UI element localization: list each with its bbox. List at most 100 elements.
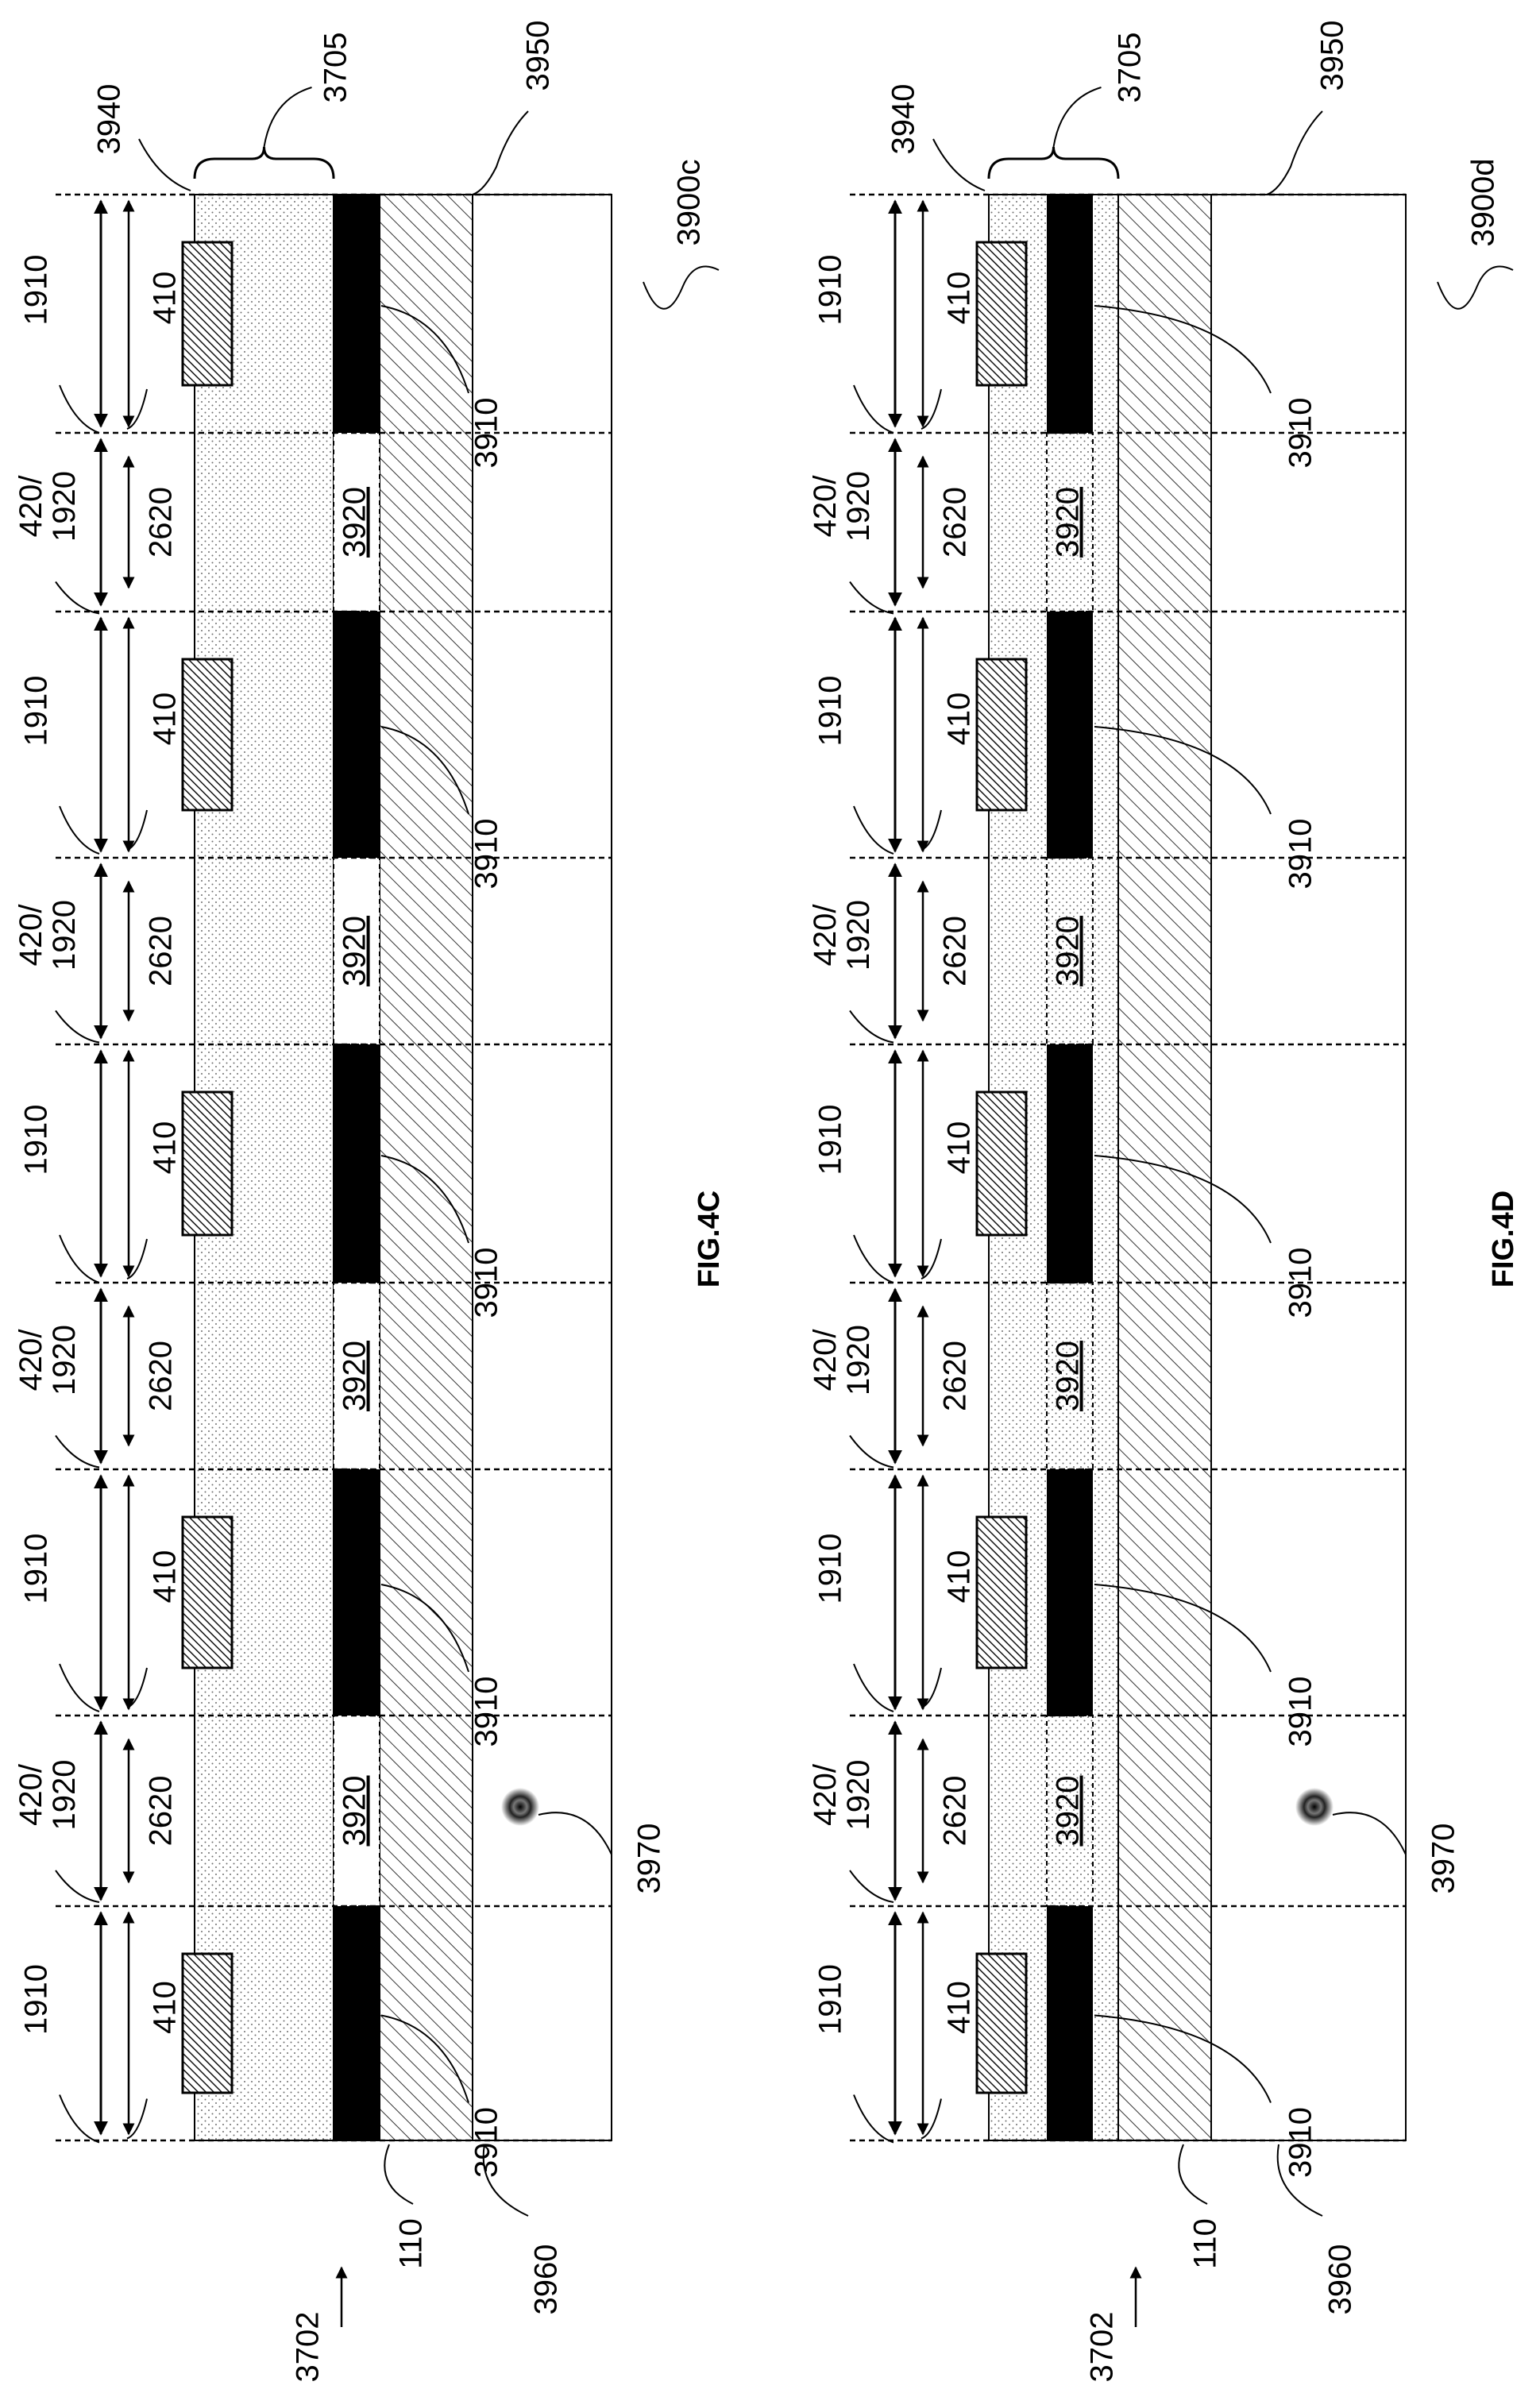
label-2620: 2620 [938,916,973,986]
label-1910: 1910 [19,255,54,326]
leader-1910 [59,1663,100,1712]
leader-3910 [1094,305,1272,394]
leader-3910 [1094,726,1272,815]
pixel-block-410 [975,1090,1028,1237]
leader-3705 [263,87,312,148]
leader-410 [126,2098,148,2140]
label-3960: 3960 [1323,2244,1358,2315]
label-420-1920: 420/1920 [808,1325,876,1395]
leader-1910 [853,1234,894,1283]
label-110: 110 [394,2218,429,2269]
label-2620: 2620 [938,1341,973,1411]
leader-3950 [1266,110,1323,195]
leader-3910 [1094,1155,1272,1244]
leader-device [643,265,720,310]
leader-1910 [853,2094,894,2144]
electrode-3910 [334,612,380,858]
label-3920: 3920 [338,1776,372,1847]
hatched-layer [379,194,473,2141]
electrode-3910 [1047,1469,1093,1716]
label-410: 410 [148,272,183,325]
gap-3920 [333,1282,380,1470]
pixel-block-410 [975,1515,1028,1669]
label-3920: 3920 [1051,1341,1086,1411]
brace-3705 [193,146,335,179]
label-420-1920: 420/1920 [14,1325,82,1395]
pixel-block-410 [181,241,234,387]
label-3920: 3920 [1051,487,1086,558]
pixel-block-410 [975,658,1028,812]
label-1910: 1910 [19,1105,54,1175]
substrate-layer [472,194,612,2141]
leader-1910 [853,384,894,434]
label-420-1920: 420/1920 [808,1760,876,1831]
label-3910: 3910 [469,2107,504,2178]
label-3920: 3920 [338,1341,372,1411]
label-1910: 1910 [813,1534,848,1604]
electrode-3910 [334,1906,380,2140]
label-420-1920: 420/1920 [14,471,82,542]
label-420-1920: 420/1920 [808,471,876,542]
label-2620: 2620 [938,1776,973,1847]
label-410: 410 [148,1121,183,1175]
gap-3920 [333,1715,380,1907]
label-420-1920: 420/1920 [808,900,876,971]
leader-1920 [849,581,894,615]
label-1910: 1910 [813,255,848,326]
leader-1910 [59,2094,100,2144]
label-3910: 3910 [1283,398,1318,469]
leader-110 [1178,2144,1208,2205]
label-3960: 3960 [529,2244,564,2315]
label-410: 410 [148,693,183,746]
label-1910: 1910 [19,1534,54,1604]
gap-3920 [1046,1715,1094,1907]
leader-3940 [932,138,986,191]
leader-410 [921,2098,942,2140]
leader-3950 [472,110,529,195]
label-2620: 2620 [938,487,973,558]
label-3910: 3910 [1283,819,1318,890]
label-2620: 2620 [144,487,179,558]
label-1910: 1910 [813,1964,848,2035]
label-1910: 1910 [813,676,848,747]
leader-1910 [59,384,100,434]
leader-410 [126,1238,148,1279]
leader-1920 [55,1434,100,1469]
particle-3970 [1295,1788,1334,1826]
label-3970: 3970 [1426,1824,1461,1894]
label-110: 110 [1188,2218,1223,2269]
label-3940: 3940 [886,84,921,155]
leader-3940 [138,138,191,191]
label-3920: 3920 [1051,916,1086,986]
leader-1920 [849,1009,894,1044]
label-410: 410 [148,1981,183,2034]
pixel-block-410 [181,1952,234,2094]
label-3910: 3910 [1283,1248,1318,1318]
leader-410 [126,1667,148,1708]
leader-3910 [380,305,469,394]
leader-device [1437,265,1514,310]
leader-1910 [59,805,100,855]
leader-1920 [849,1870,894,1903]
label-410: 410 [942,1550,977,1604]
label-3910: 3910 [469,1677,504,1747]
substrate-layer [1210,194,1407,2141]
leader-110 [384,2144,414,2205]
label-410: 410 [148,1550,183,1604]
leader-410 [921,1667,942,1708]
brace-3705 [987,146,1120,179]
label-3910: 3910 [469,398,504,469]
leader-3910 [380,726,469,815]
label-420-1920: 420/1920 [14,1760,82,1831]
label-410: 410 [942,1121,977,1175]
label-3940: 3940 [92,84,127,155]
leader-410 [921,809,942,851]
label-3910: 3910 [1283,2107,1318,2178]
leader-3910 [380,1584,469,1673]
leader-1920 [55,1009,100,1044]
leader-1910 [853,805,894,855]
figure-caption: FIG.4D [1487,1191,1520,1287]
electrode-3910 [1047,612,1093,858]
leader-410 [921,1238,942,1279]
pixel-block-410 [181,658,234,812]
